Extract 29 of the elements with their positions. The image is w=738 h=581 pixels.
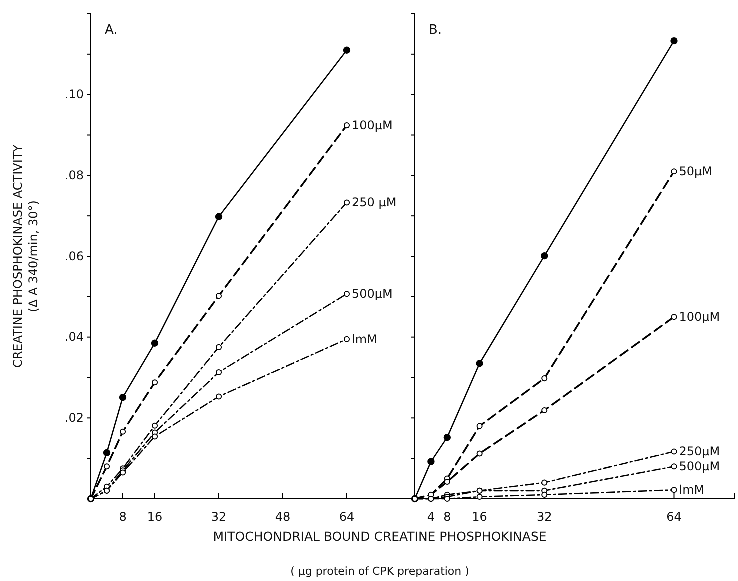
series-label: 100µM [679,310,720,324]
y-tick-label: .06 [64,249,84,264]
x-tick-label: 16 [147,510,163,524]
series-label: 50µM [679,164,713,179]
y-axis-title: CREATINE PHOSPHOKINASE ACTIVITY (Δ A 340/min, 30°) [11,144,41,368]
x-tick-label: 64 [339,510,355,524]
x-tick-label: 64 [666,510,682,524]
text: ( µg protein of CPK preparation ) [290,565,470,578]
series-label: lmM [352,332,378,346]
series-label: 500µM [679,460,720,474]
series-label: 250µM [679,444,720,459]
series-label: 100µM [352,118,393,133]
text: A. [105,23,118,38]
series-label: lmM [679,483,705,498]
text: B. [429,23,442,38]
y-tick-label: .04 [64,330,84,344]
x-tick-label: 8 [119,510,127,524]
series-label: 250 µM [352,196,397,210]
x-tick-label: 48 [275,510,291,524]
x-tick-label: 16 [472,510,488,524]
x-tick-label: 32 [211,510,227,524]
y-tick-label: .10 [64,88,84,102]
x-tick-label: 32 [536,510,552,524]
y-tick-label: .02 [64,411,84,426]
x-tick-label: 4 [427,510,436,524]
y-tick-label: .08 [64,168,84,183]
series-label: 500µM [352,287,393,302]
x-tick-label: 8 [444,510,452,524]
x-axis-title: MITOCHONDRIAL BOUND CREATINE PHOSPHOKINASE [213,529,547,544]
